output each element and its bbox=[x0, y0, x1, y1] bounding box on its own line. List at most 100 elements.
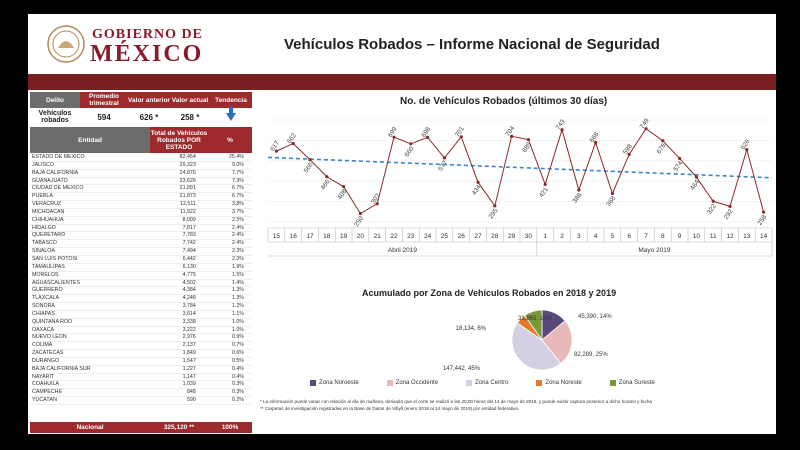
tick-label: 26 bbox=[458, 233, 466, 240]
state-pct: 0.2% bbox=[231, 397, 245, 404]
table-row: MICHOACÁN 11,922 3.7% bbox=[30, 209, 252, 217]
legend-item: Zona Centro bbox=[466, 378, 508, 388]
data-label: 292 bbox=[723, 208, 735, 221]
state-pct: 0.4% bbox=[231, 373, 245, 380]
table-row: GUERRERO 4,384 1.3% bbox=[30, 287, 252, 296]
col-entidad: Entidad bbox=[30, 127, 150, 153]
tick-label: 22 bbox=[390, 233, 398, 240]
data-point bbox=[594, 140, 598, 145]
data-label: 388 bbox=[572, 191, 584, 204]
state-pct: 1.9% bbox=[231, 263, 245, 270]
tick-label: 9 bbox=[678, 233, 682, 240]
state-name: CAMPECHE bbox=[32, 389, 63, 396]
group-label: Abril 2019 bbox=[388, 247, 418, 254]
table-row: TAMAULIPAS 6,130 1.9% bbox=[30, 264, 252, 272]
state-pct: 1.0% bbox=[231, 326, 245, 333]
tick-label: 1 bbox=[543, 233, 547, 240]
state-pct: 0.7% bbox=[231, 342, 245, 349]
state-pct: 0.5% bbox=[231, 357, 245, 364]
state-pct: 0.9% bbox=[231, 334, 245, 341]
trend-line bbox=[267, 156, 773, 179]
state-total: 11,922 bbox=[180, 208, 196, 215]
table-row: AGUASCALIENTES 4,502 1.4% bbox=[30, 280, 252, 288]
group-label: Mayo 2019 bbox=[638, 247, 671, 254]
state-total: 7,742 bbox=[182, 240, 196, 247]
table-footer: Nacional 325,120 ** 100% bbox=[30, 422, 252, 433]
table-row: COAHUILA 1,039 0.3% bbox=[30, 381, 252, 390]
state-pct: 2.5% bbox=[231, 216, 245, 223]
line-chart: 15 16 17 18 19 20 21 22 23 24 25 26 27 28 29 30 1 2 3 4 5 6 7 8… bbox=[267, 117, 773, 257]
state-name: YUCATÁN bbox=[32, 397, 57, 404]
table-row: BAJA CALIFORNIA 24,876 7.7% bbox=[30, 170, 252, 178]
state-total: 21,891 bbox=[179, 185, 196, 192]
state-name: CHIAPAS bbox=[32, 310, 55, 317]
tick-label: 29 bbox=[508, 233, 516, 240]
data-point bbox=[493, 204, 497, 208]
table-row: CHIAPAS 3,614 1.1% bbox=[30, 311, 252, 319]
page-title: Vehículos Robados – Informe Nacional de … bbox=[284, 36, 660, 53]
tick-label: 14 bbox=[760, 233, 768, 240]
tick-label: 12 bbox=[726, 233, 734, 240]
state-total: 1,147 bbox=[182, 373, 196, 380]
state-total: 12,511 bbox=[180, 201, 196, 208]
data-point bbox=[274, 149, 278, 153]
table-row: ZACATECAS 1,849 0.6% bbox=[30, 350, 252, 358]
table-row: YUCATÁN 590 0.2% bbox=[30, 397, 252, 405]
state-pct: 1.3% bbox=[231, 295, 245, 302]
legend-swatch bbox=[310, 380, 316, 386]
state-total: 23,626 bbox=[179, 177, 196, 184]
data-point bbox=[510, 134, 514, 138]
data-point bbox=[375, 202, 379, 206]
pie-slice bbox=[541, 320, 573, 365]
tick-label: 23 bbox=[407, 233, 415, 240]
data-label: 749 bbox=[639, 117, 651, 130]
tick-label: 18 bbox=[323, 233, 331, 240]
tick-label: 13 bbox=[743, 233, 751, 240]
state-name: QUERÉTARO bbox=[32, 232, 66, 239]
data-label: 466 bbox=[320, 178, 332, 191]
state-name: TLAXCALA bbox=[32, 295, 60, 302]
table-row: PUEBLA 21,873 6.7% bbox=[30, 193, 252, 202]
data-label: 434 bbox=[471, 184, 483, 197]
table-row: DURANGO 1,547 0.5% bbox=[30, 358, 252, 366]
data-label: 250 bbox=[353, 215, 365, 228]
state-table: Delito Promedio trimestral Valor anterio… bbox=[30, 92, 252, 434]
kpi-head-delito: Delito bbox=[30, 92, 80, 108]
slice-label: 18,134, 6% bbox=[456, 326, 487, 332]
data-label: 668 bbox=[588, 131, 600, 144]
legend-item: Zona Noroeste bbox=[310, 378, 359, 388]
state-pct: 6.7% bbox=[231, 185, 245, 192]
legend-swatch bbox=[609, 380, 616, 386]
tick-label: 17 bbox=[306, 233, 314, 240]
state-pct: 9.0% bbox=[231, 161, 245, 168]
data-point bbox=[459, 135, 463, 139]
tick-label: 7 bbox=[644, 233, 648, 240]
pie-chart-title: Acumulado por Zona de Vehículos Robados … bbox=[362, 288, 617, 298]
state-total: 4,775 bbox=[182, 271, 196, 278]
state-name: MICHOACÁN bbox=[32, 208, 65, 215]
data-label: 258 bbox=[756, 214, 768, 227]
kpi-head-actual: Valor actual bbox=[170, 92, 210, 108]
state-total: 21,873 bbox=[179, 193, 196, 200]
data-label: 701 bbox=[454, 125, 466, 138]
data-point bbox=[325, 175, 329, 179]
table-row: NAYARIT 1,147 0.4% bbox=[30, 374, 252, 382]
state-name: OAXACA bbox=[32, 326, 55, 333]
tick-label: 19 bbox=[340, 233, 348, 240]
tick-label: 24 bbox=[424, 233, 432, 240]
state-name: GUERRERO bbox=[32, 287, 63, 294]
tick-label: 10 bbox=[693, 233, 701, 240]
legend-label: Zona Sureste bbox=[618, 380, 655, 386]
tick-label: 21 bbox=[374, 233, 382, 240]
kpi-head-promedio: Promedio trimestral bbox=[80, 92, 128, 108]
kpi-promedio: 594 bbox=[97, 112, 111, 122]
data-label: 662 bbox=[286, 132, 298, 145]
data-label: 699 bbox=[387, 126, 399, 139]
slice-label: 147,442, 45% bbox=[443, 366, 481, 372]
data-label: 421 bbox=[538, 186, 550, 199]
tick-label: 4 bbox=[594, 233, 598, 240]
data-label: 685 bbox=[521, 141, 533, 154]
tick-label: 20 bbox=[357, 233, 365, 240]
state-total: 3,338 bbox=[182, 318, 196, 325]
state-total: 4,248 bbox=[182, 295, 196, 302]
